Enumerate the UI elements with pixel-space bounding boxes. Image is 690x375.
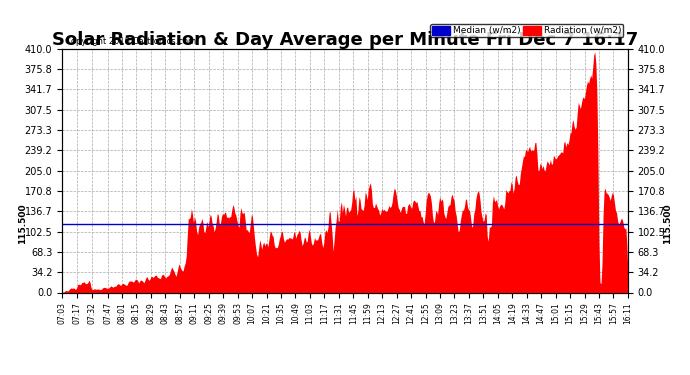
Text: Copyright 2018 Cartronics.com: Copyright 2018 Cartronics.com	[65, 38, 196, 46]
Legend: Median (w/m2), Radiation (w/m2): Median (w/m2), Radiation (w/m2)	[431, 24, 623, 37]
Text: 115.500: 115.500	[663, 204, 672, 244]
Title: Solar Radiation & Day Average per Minute Fri Dec 7 16:17: Solar Radiation & Day Average per Minute…	[52, 31, 638, 49]
Text: 115.500: 115.500	[18, 204, 27, 244]
